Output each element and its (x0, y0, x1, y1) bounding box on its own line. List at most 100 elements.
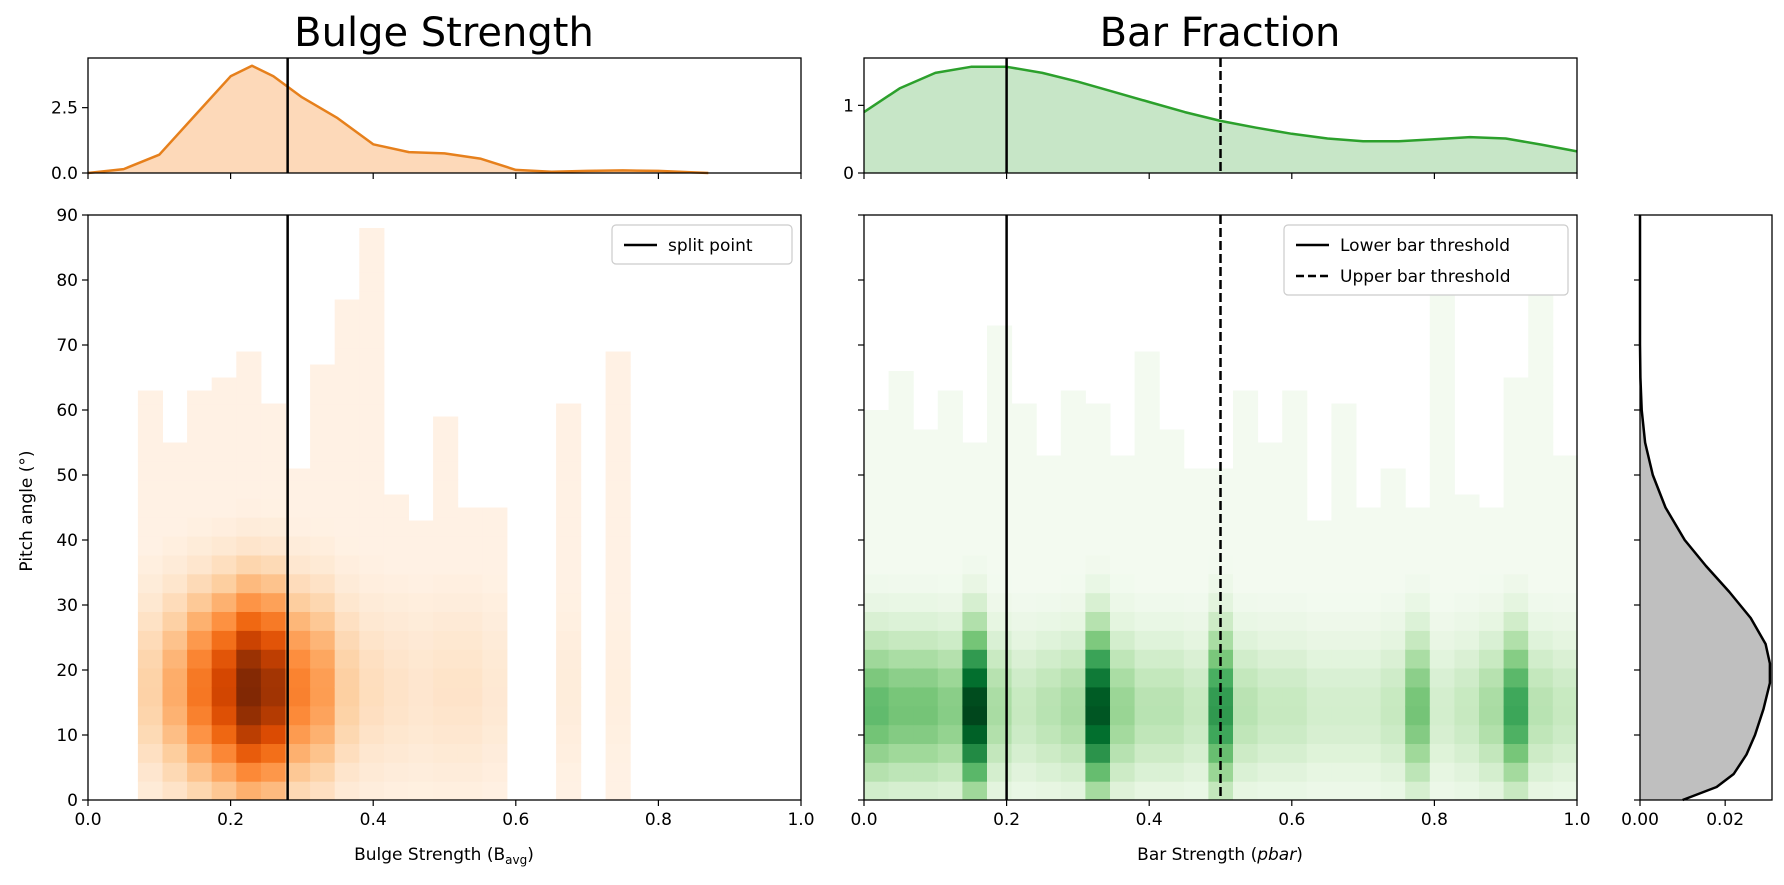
heatmap-bin (987, 649, 1013, 669)
heatmap-bin (211, 630, 237, 650)
heatmap-bin (605, 762, 631, 782)
heatmap-bin (433, 517, 459, 537)
bar-marginal-density: 01 (843, 57, 1578, 184)
heatmap-bin (937, 724, 963, 744)
heatmap-bin (260, 630, 286, 650)
heatmap-bin (260, 460, 286, 481)
density-curve (863, 65, 1578, 153)
heatmap-bin (987, 536, 1013, 556)
heatmap-bin (1528, 479, 1554, 499)
heatmap-bin (1479, 611, 1505, 631)
heatmap-bin (383, 649, 409, 669)
y-tick-label: 60 (56, 401, 78, 421)
heatmap-bin (334, 649, 360, 669)
heatmap-bin (1429, 536, 1455, 556)
bulge-xlabel-end: ) (527, 845, 534, 865)
heatmap-bin (1159, 762, 1185, 782)
heatmap-bin (1479, 517, 1505, 537)
heatmap-bin (1208, 724, 1234, 744)
heatmap-bin (888, 762, 914, 782)
heatmap-bin (1183, 686, 1209, 707)
heatmap-bin (1159, 630, 1185, 650)
bar-title: Bar Fraction (1100, 10, 1341, 56)
heatmap-bin (383, 743, 409, 763)
heatmap-bin (334, 536, 360, 556)
heatmap-bin (1183, 479, 1209, 499)
heatmap-bin (408, 781, 434, 801)
heatmap-bin (1060, 498, 1086, 518)
heatmap-bin (1429, 762, 1455, 782)
heatmap-bin (864, 668, 890, 688)
heatmap-bin (1233, 479, 1259, 499)
heatmap-bin (1134, 649, 1160, 669)
heatmap-bin (937, 536, 963, 556)
heatmap-bin (1134, 592, 1160, 612)
heatmap-bin (1257, 705, 1283, 726)
heatmap-bin (408, 555, 434, 575)
heatmap-bin (236, 404, 262, 424)
heatmap-bin (1454, 517, 1480, 537)
heatmap-bin (1479, 724, 1505, 744)
heatmap-bin (236, 441, 262, 462)
heatmap-bin (1552, 705, 1578, 726)
heatmap-bin (285, 536, 311, 556)
heatmap-bin (1159, 536, 1185, 556)
heatmap-bin (310, 460, 336, 481)
heatmap-bin (334, 668, 360, 688)
heatmap-bin (162, 705, 188, 726)
bulge-xlabel-sub: avg (505, 853, 527, 867)
heatmap-bin (1405, 630, 1431, 650)
heatmap-bin (605, 423, 631, 443)
heatmap-bin (1233, 573, 1259, 594)
heatmap-bin (1060, 592, 1086, 612)
heatmap-bin (162, 724, 188, 744)
heatmap-bin (187, 705, 213, 726)
heatmap-bin (1479, 743, 1505, 763)
heatmap-bin (1503, 460, 1529, 481)
heatmap-bin (1257, 611, 1283, 631)
heatmap-bin (1479, 649, 1505, 669)
heatmap-bin (1159, 781, 1185, 801)
heatmap-bin (1528, 668, 1554, 688)
heatmap-bin (1405, 686, 1431, 707)
heatmap-bin (1306, 611, 1332, 631)
heatmap-bin (211, 686, 237, 707)
heatmap-bin (888, 460, 914, 481)
heatmap-bin (1085, 423, 1111, 443)
heatmap-bin (1257, 536, 1283, 556)
heatmap-bin (211, 479, 237, 499)
heatmap-bin (1503, 630, 1529, 650)
heatmap-bin (1110, 668, 1136, 688)
heatmap-bin (1405, 668, 1431, 688)
y-tick-label: 30 (56, 596, 78, 616)
heatmap-bin (236, 366, 262, 386)
heatmap-bin (457, 781, 483, 801)
heatmap-bin (605, 555, 631, 575)
heatmap-bin (383, 536, 409, 556)
heatmap-bin (913, 441, 939, 462)
heatmap-bin (236, 630, 262, 650)
heatmap-bin (482, 686, 508, 707)
heatmap-bin (937, 630, 963, 650)
heatmap-bin (1183, 762, 1209, 782)
heatmap-bin (433, 611, 459, 631)
heatmap-bin (1380, 630, 1406, 650)
heatmap-bin (1454, 498, 1480, 518)
heatmap-bin (310, 423, 336, 443)
heatmap-bin (937, 404, 963, 424)
heatmap-bin (1380, 724, 1406, 744)
heatmap-bin (137, 536, 163, 556)
heatmap-bin (1282, 630, 1308, 650)
heatmap-bin (1011, 423, 1037, 443)
heatmap-bin (1454, 573, 1480, 594)
heatmap-bin (1159, 743, 1185, 763)
heatmap-bin (1479, 781, 1505, 801)
heatmap-bin (987, 573, 1013, 594)
heatmap-bin (1183, 743, 1209, 763)
heatmap-bin (1552, 743, 1578, 763)
heatmap-bin (1356, 592, 1382, 612)
heatmap-bin (1060, 479, 1086, 499)
heatmap-bin (260, 423, 286, 443)
heatmap-bin (260, 498, 286, 518)
heatmap-bin (310, 555, 336, 575)
